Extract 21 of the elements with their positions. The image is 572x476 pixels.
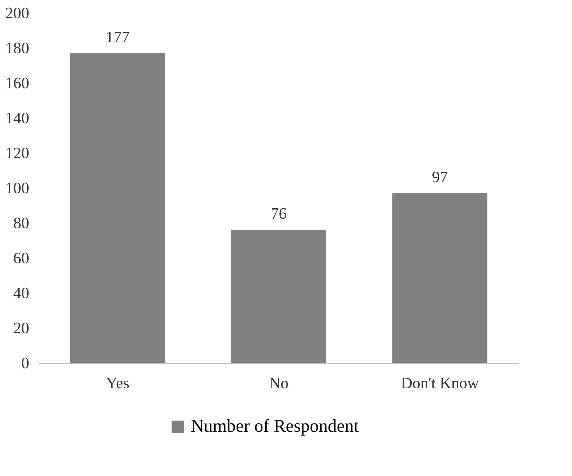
y-tick-label: 200 bbox=[6, 6, 30, 22]
y-tick-label: 80 bbox=[14, 216, 30, 232]
y-tick-label: 0 bbox=[22, 356, 30, 372]
x-tick-label: Yes bbox=[106, 376, 130, 392]
y-tick-label: 160 bbox=[6, 76, 30, 92]
legend-label: Number of Respondent bbox=[191, 416, 359, 436]
x-tick-label: No bbox=[269, 376, 289, 392]
y-tick-label: 120 bbox=[6, 146, 30, 162]
bar bbox=[232, 230, 326, 363]
bar bbox=[70, 53, 166, 363]
x-tick-label: Don't Know bbox=[401, 376, 480, 392]
y-tick-label: 140 bbox=[6, 110, 30, 128]
data-label: 177 bbox=[106, 29, 130, 46]
y-tick-label: 180 bbox=[6, 40, 30, 58]
y-tick-label: 60 bbox=[14, 250, 30, 268]
y-tick-label: 40 bbox=[14, 286, 30, 302]
y-tick-label: 100 bbox=[6, 180, 30, 198]
y-tick-label: 20 bbox=[14, 320, 30, 338]
data-label: 76 bbox=[271, 206, 287, 223]
bar bbox=[392, 193, 488, 363]
data-label: 97 bbox=[432, 169, 448, 186]
